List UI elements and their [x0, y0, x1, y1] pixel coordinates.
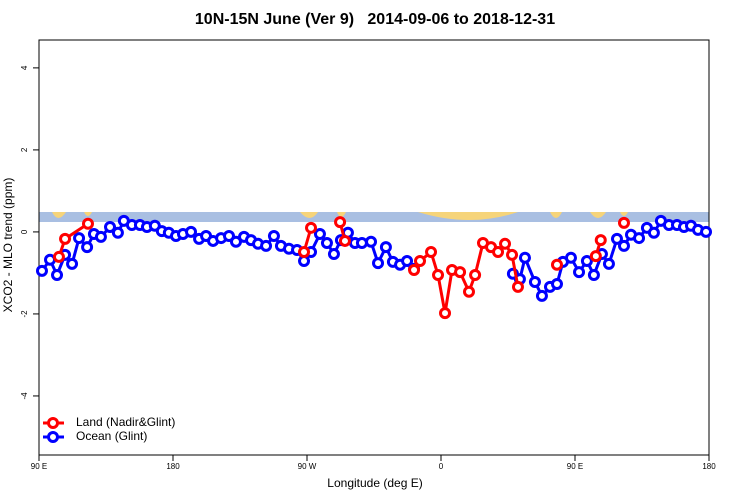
point [594, 234, 607, 247]
point [499, 237, 512, 250]
point [439, 307, 452, 320]
point [338, 234, 351, 247]
legend-marker [47, 417, 59, 429]
x-tick-label: 180 [166, 462, 180, 471]
point [260, 239, 273, 252]
point [73, 232, 86, 245]
x-tick-label: 90 E [567, 462, 583, 471]
x-tick-label: 0 [439, 462, 444, 471]
point [511, 280, 524, 293]
point [492, 246, 505, 259]
point [305, 221, 318, 234]
point [111, 226, 124, 239]
point [185, 225, 198, 238]
y-tick-label: 0 [20, 229, 29, 234]
point [94, 230, 107, 243]
legend-label: Ocean (Glint) [76, 429, 147, 443]
point [550, 258, 563, 271]
legend-label: Land (Nadir&Glint) [76, 415, 175, 429]
point [454, 266, 467, 279]
point [372, 257, 385, 270]
point [313, 227, 326, 240]
x-axis-label: Longitude (deg E) [327, 476, 422, 490]
y-tick-label: 2 [20, 147, 29, 152]
legend-marker [47, 431, 59, 443]
point [365, 235, 378, 248]
point [587, 268, 600, 281]
point [52, 250, 65, 263]
y-tick-label: 4 [20, 65, 29, 70]
point [229, 235, 242, 248]
point [602, 257, 615, 270]
point [589, 250, 602, 263]
y-axis-label: XCO2 - MLO trend (ppm) [1, 178, 15, 313]
x-tick-label: 90 W [298, 462, 317, 471]
x-tick-label: 90 E [31, 462, 47, 471]
point [506, 248, 519, 261]
point [518, 251, 531, 264]
map-strip [39, 212, 709, 222]
point [535, 289, 548, 302]
point [610, 232, 623, 245]
point [327, 248, 340, 261]
point [528, 275, 541, 288]
point [59, 232, 72, 245]
y-tick-label: -4 [20, 392, 29, 400]
point [425, 246, 438, 259]
legend: Land (Nadir&Glint) Ocean (Glint) [43, 415, 175, 443]
plot-frame [38, 39, 710, 456]
point [462, 285, 475, 298]
point [334, 216, 347, 229]
point [104, 220, 117, 233]
point [66, 257, 79, 270]
y-tick-label: -2 [20, 310, 29, 318]
point [550, 277, 563, 290]
point [51, 268, 64, 281]
point [320, 236, 333, 249]
point [564, 251, 577, 264]
point [401, 255, 414, 268]
point [355, 236, 368, 249]
point [617, 216, 630, 229]
point [35, 264, 48, 277]
point [573, 266, 586, 279]
point [414, 255, 427, 268]
point [469, 268, 482, 281]
x-tick-label: 180 [702, 462, 716, 471]
point [379, 241, 392, 254]
point [267, 230, 280, 243]
point [298, 246, 311, 259]
point [432, 268, 445, 281]
series-line [40, 218, 707, 299]
point [81, 241, 94, 254]
point [81, 217, 94, 230]
point [580, 255, 593, 268]
point [408, 264, 421, 277]
point [617, 239, 630, 252]
point [633, 232, 646, 245]
point [700, 225, 713, 238]
point [647, 226, 660, 239]
chart-title: 10N-15N June (Ver 9) 2014-09-06 to 2018-… [195, 11, 555, 28]
